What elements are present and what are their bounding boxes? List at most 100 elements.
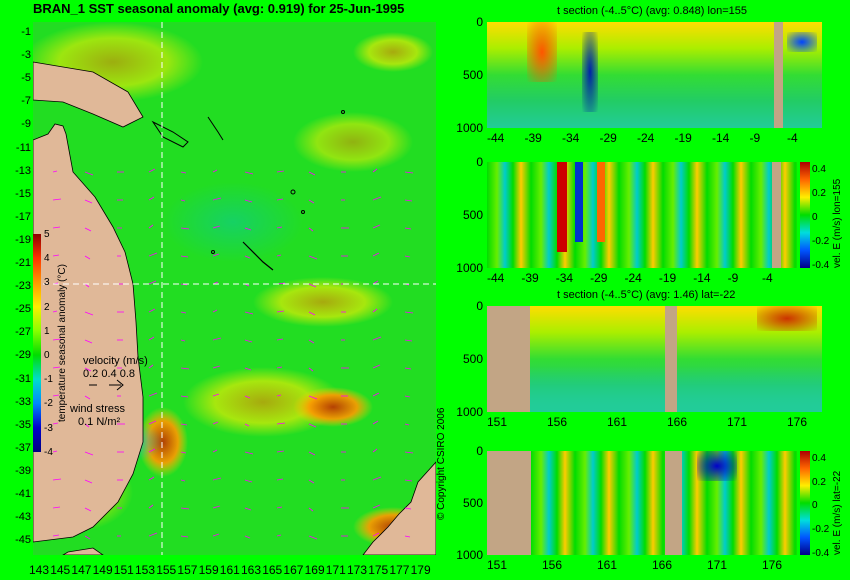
sst-anomaly-map	[33, 22, 436, 555]
velocity-vector	[372, 532, 380, 537]
velocity-vector	[404, 395, 411, 398]
velocity-vector	[180, 479, 186, 482]
section-depth-tick: 1000	[456, 548, 483, 562]
section-x-tick: -29	[599, 131, 617, 145]
velocity-vector	[372, 224, 381, 229]
lat-tick-label: -43	[15, 511, 31, 524]
lon-tick-label: 171	[325, 563, 346, 577]
section-x-tick: 176	[787, 415, 808, 429]
velocity-vector	[148, 476, 155, 481]
lat-tick-label: -27	[15, 326, 31, 339]
velocity-colorbar-label: vel. E (m/s) lon=155	[832, 178, 843, 268]
section-land	[772, 162, 781, 268]
section-depth-tick: 1000	[456, 121, 483, 135]
sst-colorbar-tick: 5	[44, 229, 50, 240]
section-x-tick: 161	[597, 558, 618, 572]
velocity-vector	[308, 171, 316, 176]
section-x-tick: -24	[637, 131, 655, 145]
velocity-vector	[148, 252, 158, 257]
section-depth-tick: 0	[476, 444, 483, 458]
velocity-vector	[84, 451, 94, 456]
main-title: BRAN_1 SST seasonal anomaly (avg: 0.919)…	[33, 1, 405, 16]
lon-tick-label: 179	[410, 563, 431, 577]
lon-tick-label: 165	[262, 563, 283, 577]
lat-tick-label: -45	[15, 534, 31, 547]
velocity-vector	[276, 338, 284, 341]
velocity-vector	[308, 423, 317, 428]
velocity-vector	[52, 170, 58, 173]
velocity-vector	[180, 535, 189, 538]
section-depth-tick: 500	[462, 208, 483, 222]
lat-tick-label: -39	[15, 464, 31, 477]
velocity-vector	[244, 339, 253, 343]
lat-tick-label: -23	[15, 280, 31, 293]
velocity-vector	[180, 339, 186, 342]
lon-tick-label: 147	[71, 563, 92, 577]
velocity-vector	[52, 506, 61, 509]
velocity-vector	[212, 393, 220, 397]
velocity-vector	[84, 367, 92, 372]
velocity-vector	[276, 506, 283, 509]
velocity-vector	[180, 423, 188, 426]
velocity-vector	[84, 339, 93, 344]
velocity-vector	[212, 337, 222, 341]
lat-tick-label: -17	[15, 210, 31, 223]
velocity-vector	[84, 255, 91, 260]
temperature-section	[487, 306, 822, 412]
velocity-vector	[84, 507, 92, 512]
velocity-vector	[180, 311, 187, 314]
sst-colorbar-label: temperature seasonal anomaly (°C)	[57, 264, 68, 422]
lat-tick-label: -33	[15, 395, 31, 408]
velocity-vector	[212, 253, 220, 257]
velocity-vector	[372, 476, 382, 481]
velocity-vector	[404, 199, 413, 202]
velocity-vector	[180, 367, 190, 370]
new-caledonia-outline	[242, 241, 274, 271]
sst-colorbar-tick: 1	[44, 325, 50, 337]
velocity-vector	[84, 171, 94, 176]
tasmania-land	[62, 547, 104, 555]
velocity-vector	[148, 224, 154, 229]
velocity-vector	[308, 311, 316, 316]
section-x-tick: 156	[547, 415, 568, 429]
velocity-vector	[148, 532, 158, 537]
lon-tick-label: 157	[177, 563, 198, 577]
section-x-tick: -4	[787, 131, 798, 145]
velocity-colorbar-tick: -0.4	[812, 547, 830, 559]
velocity-vector	[244, 227, 252, 231]
velocity-vector	[372, 336, 382, 341]
velocity-vector	[148, 196, 155, 201]
velocity-vectors	[52, 168, 414, 540]
lat-tick-label: -29	[15, 349, 31, 362]
velocity-vector	[180, 199, 186, 202]
velocity-vector	[148, 308, 156, 313]
velocity-vector	[212, 365, 221, 369]
section-x-tick: 151	[487, 415, 508, 429]
velocity-vector	[244, 199, 253, 203]
velocity-vector	[372, 168, 378, 173]
velocity-vector	[244, 423, 250, 427]
lon-tick-label: 173	[347, 563, 368, 577]
velocity-vector	[52, 310, 58, 313]
section-x-tick: -44	[487, 271, 505, 285]
velocity-vector	[212, 477, 222, 481]
velocity-vector	[244, 171, 254, 175]
velocity-vector	[276, 534, 282, 537]
velocity-colorbar-tick: 0.4	[812, 453, 826, 464]
velocity-vector	[372, 504, 381, 509]
section-x-tick: 156	[542, 558, 563, 572]
lon-tick-label: 169	[304, 563, 325, 577]
velocity-vector	[84, 311, 94, 316]
velocity-vector	[276, 394, 282, 397]
velocity-vector	[308, 479, 315, 484]
island-chain	[151, 120, 189, 148]
velocity-vector	[244, 535, 251, 539]
lon-tick-label: 149	[92, 563, 113, 577]
velocity-vector	[276, 450, 285, 453]
velocity-vector	[276, 170, 285, 173]
velocity-legend-arrows	[89, 379, 124, 391]
velocity-vector	[212, 309, 218, 313]
velocity-vector	[308, 535, 318, 540]
velocity-vector	[308, 255, 318, 260]
section-x-tick: -29	[590, 271, 608, 285]
